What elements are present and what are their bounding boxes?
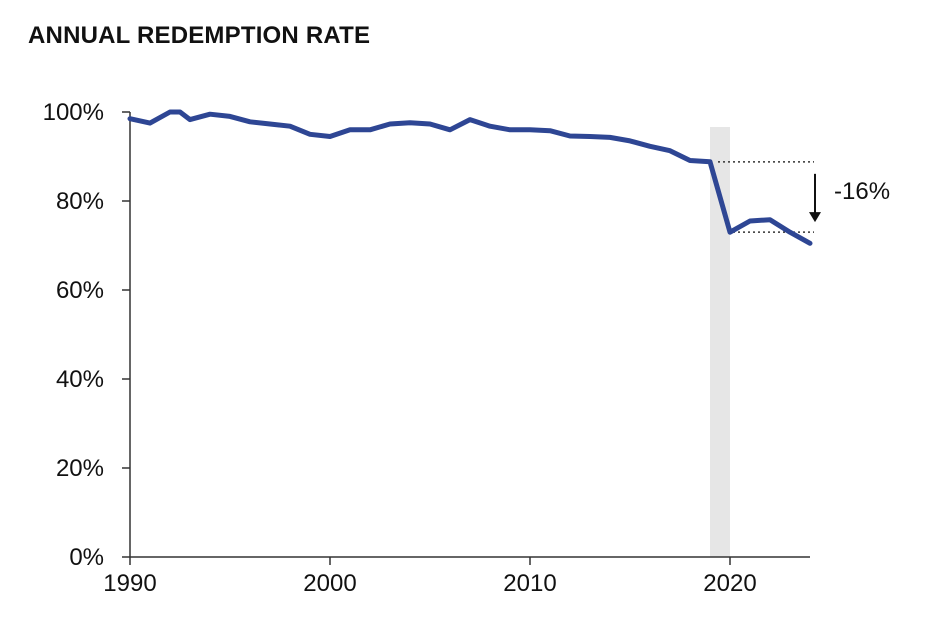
annotation-label: -16%	[834, 178, 890, 205]
series-line	[127, 109, 813, 246]
axes: 0% 20% 40% 60% 80% 100% 1990 2000 2010 2020	[43, 99, 810, 597]
x-tick-label: 2020	[703, 570, 756, 597]
x-tick-label: 2000	[303, 570, 356, 597]
x-tick-label: 2010	[503, 570, 556, 597]
shaded-region-layer	[710, 127, 730, 557]
x-tick-label: 1990	[103, 570, 156, 597]
series-layer	[127, 109, 813, 246]
annotation-layer: -16%	[809, 173, 890, 223]
y-tick-label: 100%	[43, 99, 104, 126]
chart-title: ANNUAL REDEMPTION RATE	[28, 22, 371, 49]
y-tick-label: 80%	[56, 188, 104, 215]
annotation-arrow-head	[809, 212, 821, 223]
y-tick-label: 20%	[56, 455, 104, 482]
shaded-region	[710, 127, 730, 557]
reference-lines	[718, 161, 814, 233]
y-tick-label: 0%	[69, 544, 104, 571]
y-tick-label: 60%	[56, 277, 104, 304]
y-tick-label: 40%	[56, 366, 104, 393]
